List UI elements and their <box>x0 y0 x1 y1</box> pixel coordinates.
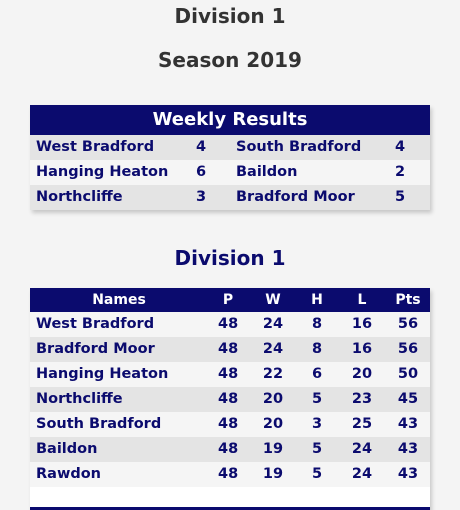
points-value: 43 <box>397 466 419 482</box>
points-value: 56 <box>397 316 419 332</box>
away-team[interactable]: Bradford Moor <box>236 189 355 205</box>
home-team[interactable]: West Bradford <box>36 139 155 155</box>
away-team[interactable]: Baildon <box>236 164 298 180</box>
played-value: 48 <box>218 341 239 357</box>
column-header-played[interactable]: P <box>222 292 234 308</box>
home-team[interactable]: Hanging Heaton <box>36 164 169 180</box>
home-score: 6 <box>196 164 207 180</box>
halved-value: 5 <box>311 391 323 407</box>
halved-value: 3 <box>311 416 323 432</box>
result-row: Northcliffe 3 Bradford Moor 5 <box>30 185 430 210</box>
won-value: 19 <box>262 441 284 457</box>
points-value: 45 <box>397 391 419 407</box>
points-value: 50 <box>397 366 419 382</box>
lost-value: 16 <box>351 341 373 357</box>
team-name[interactable]: Baildon <box>36 441 98 457</box>
table-row: Baildon 48 19 5 24 43 <box>30 437 430 462</box>
result-row: Hanging Heaton 6 Baildon 2 <box>30 160 430 185</box>
division-heading: Division 1 <box>174 4 286 28</box>
home-score: 4 <box>196 139 207 155</box>
lost-value: 20 <box>351 366 373 382</box>
column-header-halved[interactable]: H <box>311 292 323 308</box>
played-value: 48 <box>218 416 239 432</box>
home-team[interactable]: Northcliffe <box>36 189 123 205</box>
league-table-title: Division 1 <box>174 246 286 270</box>
halved-value: 5 <box>311 466 323 482</box>
lost-value: 16 <box>351 316 373 332</box>
team-name[interactable]: Hanging Heaton <box>36 366 169 382</box>
column-header-names[interactable]: Names <box>92 292 146 308</box>
team-name[interactable]: Rawdon <box>36 466 102 482</box>
lost-value: 24 <box>351 441 373 457</box>
points-value: 43 <box>397 441 419 457</box>
won-value: 20 <box>262 391 284 407</box>
league-table: Names P W H L Pts West Bradford 48 24 8 … <box>30 288 430 510</box>
halved-value: 8 <box>311 316 323 332</box>
table-row: Bradford Moor 48 24 8 16 56 <box>30 337 430 362</box>
played-value: 48 <box>218 466 239 482</box>
column-header-won[interactable]: W <box>265 292 281 308</box>
away-score: 4 <box>395 139 406 155</box>
won-value: 20 <box>262 416 284 432</box>
team-name[interactable]: Northcliffe <box>36 391 123 407</box>
won-value: 24 <box>262 316 284 332</box>
result-row: West Bradford 4 South Bradford 4 <box>30 135 430 160</box>
table-row: Hanging Heaton 48 22 6 20 50 <box>30 362 430 387</box>
table-row: Rawdon 48 19 5 24 43 <box>30 462 430 487</box>
weekly-results-panel: Weekly Results West Bradford 4 South Bra… <box>30 105 430 210</box>
table-row: Northcliffe 48 20 5 23 45 <box>30 387 430 412</box>
weekly-results-title: Weekly Results <box>30 105 430 135</box>
home-score: 3 <box>196 189 207 205</box>
team-name[interactable]: South Bradford <box>36 416 162 432</box>
won-value: 22 <box>262 366 284 382</box>
column-header-lost[interactable]: L <box>357 292 367 308</box>
season-heading: Season 2019 <box>158 48 302 72</box>
halved-value: 8 <box>311 341 323 357</box>
played-value: 48 <box>218 391 239 407</box>
table-row: South Bradford 48 20 3 25 43 <box>30 412 430 437</box>
lost-value: 24 <box>351 466 373 482</box>
column-header-points[interactable]: Pts <box>395 292 421 308</box>
won-value: 19 <box>262 466 284 482</box>
team-name[interactable]: West Bradford <box>36 316 155 332</box>
won-value: 24 <box>262 341 284 357</box>
played-value: 48 <box>218 366 239 382</box>
halved-value: 5 <box>311 441 323 457</box>
away-team[interactable]: South Bradford <box>236 139 362 155</box>
played-value: 48 <box>218 316 239 332</box>
table-row: West Bradford 48 24 8 16 56 <box>30 312 430 337</box>
team-name[interactable]: Bradford Moor <box>36 341 155 357</box>
lost-value: 25 <box>351 416 373 432</box>
league-table-header: Names P W H L Pts <box>30 288 430 312</box>
points-value: 43 <box>397 416 419 432</box>
away-score: 5 <box>395 189 406 205</box>
away-score: 2 <box>395 164 406 180</box>
halved-value: 6 <box>311 366 323 382</box>
played-value: 48 <box>218 441 239 457</box>
lost-value: 23 <box>351 391 373 407</box>
points-value: 56 <box>397 341 419 357</box>
